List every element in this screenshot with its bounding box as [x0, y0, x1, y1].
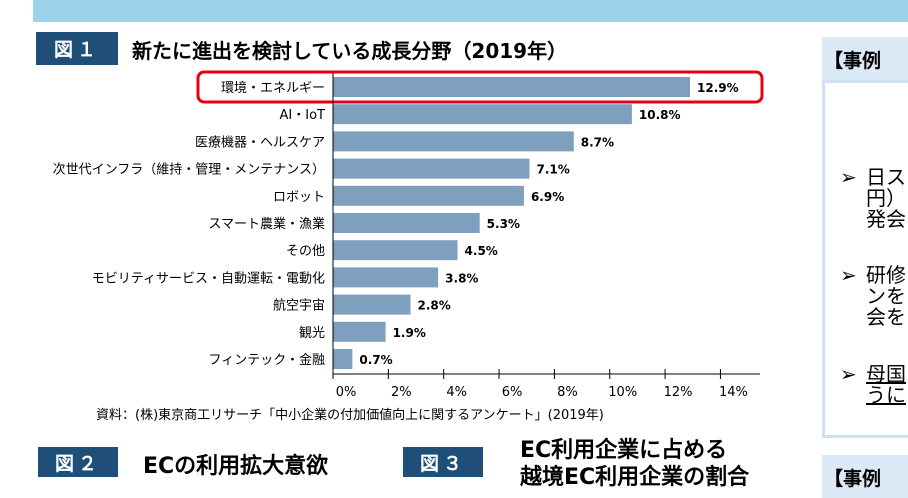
- case1-bullet: ➢ 母国 うに: [840, 364, 908, 410]
- fig2-title: ECの利用拡大意欲: [143, 454, 329, 479]
- bar: [333, 104, 632, 125]
- category-label: 環境・エネルギー: [221, 81, 325, 96]
- bar: [333, 294, 411, 315]
- case1-header: 【事例: [822, 37, 908, 80]
- value-label: 2.8%: [417, 299, 450, 313]
- bar: [333, 77, 690, 97]
- bar: [333, 240, 458, 261]
- x-tick-label: 2%: [391, 385, 412, 400]
- bullet-text-line: 円）: [866, 186, 906, 210]
- category-label: モビリティサービス・自動運転・電動化: [92, 271, 325, 286]
- value-label: 3.8%: [445, 271, 478, 285]
- arrow-bullet-icon: ➢: [840, 364, 857, 386]
- bar: [333, 185, 524, 206]
- arrow-bullet-icon: ➢: [840, 167, 857, 189]
- value-label: 8.7%: [581, 135, 614, 149]
- highlight-frame: [196, 70, 764, 104]
- x-tick-label: 12%: [664, 385, 693, 400]
- bullet-text-line: 日ス: [866, 167, 906, 189]
- x-tick-label: 8%: [557, 385, 578, 400]
- value-label: 0.7%: [359, 353, 392, 367]
- fig3-badge: 図３: [403, 447, 483, 477]
- bullet-text-line: 母国: [866, 364, 906, 386]
- arrow-bullet-icon: ➢: [840, 265, 857, 287]
- fig1-title: 新たに進出を検討している成長分野（2019年）: [132, 39, 568, 63]
- case1-box: [822, 80, 908, 438]
- category-label: スマート農業・漁業: [208, 216, 325, 232]
- bar-chart: 環境・エネルギー 12.9% AI・IoT 10.8% 医療機器・ヘルスケア 8.7% 次世…: [53, 70, 764, 400]
- source-note: 資料：(株)東京商工リサーチ「中小企業の付加価値向上に関するアンケート」(201…: [96, 408, 604, 423]
- case1-bullet: ➢ 研修 ンを 会を: [840, 265, 908, 332]
- bullet-text-line: 会を: [866, 305, 906, 329]
- category-label: 航空宇宙: [273, 298, 325, 314]
- category-label: AI・IoT: [280, 108, 326, 123]
- value-label: 4.5%: [465, 244, 498, 258]
- value-label: 1.9%: [393, 326, 426, 340]
- value-label: 10.8%: [639, 108, 681, 122]
- value-label: 12.9%: [697, 81, 739, 95]
- x-tick-label: 4%: [446, 385, 467, 400]
- bar: [333, 267, 439, 288]
- fig1-badge: 図１: [36, 32, 118, 65]
- bar: [333, 131, 574, 152]
- category-label: 観光: [299, 326, 325, 341]
- x-tick-label: 14%: [719, 385, 748, 400]
- top-banner: [33, 0, 908, 22]
- x-tick-label: 0%: [336, 385, 357, 400]
- case2-header: 【事例: [822, 455, 908, 498]
- value-label: 5.3%: [487, 217, 520, 231]
- bullet-text-line: 発会: [866, 207, 906, 231]
- value-label: 6.9%: [531, 190, 564, 204]
- category-label: ロボット: [273, 190, 325, 205]
- value-label: 7.1%: [536, 163, 569, 177]
- fig3-title-line2: 越境EC利用企業の割合: [520, 465, 750, 490]
- category-label: 次世代インフラ（維持・管理・メンテナンス）: [53, 162, 325, 178]
- category-label: 医療機器・ヘルスケア: [195, 135, 325, 150]
- fig2-badge: 図２: [38, 447, 118, 477]
- bullet-text-line: 研修: [866, 265, 906, 287]
- x-tick-label: 6%: [502, 385, 523, 400]
- fig3-title-line1: EC利用企業に占める: [520, 438, 728, 463]
- bar: [333, 213, 480, 233]
- bullet-text-line: ンを: [866, 284, 906, 308]
- bar: [333, 158, 530, 179]
- bar: [333, 349, 353, 369]
- category-label: フィンテック・金融: [209, 352, 325, 368]
- category-label: その他: [286, 244, 325, 259]
- case1-bullet: ➢ 日ス 円） 発会: [840, 167, 908, 234]
- bullet-text-line: うに: [866, 383, 906, 407]
- x-tick-label: 10%: [608, 385, 637, 400]
- bar: [333, 321, 386, 342]
